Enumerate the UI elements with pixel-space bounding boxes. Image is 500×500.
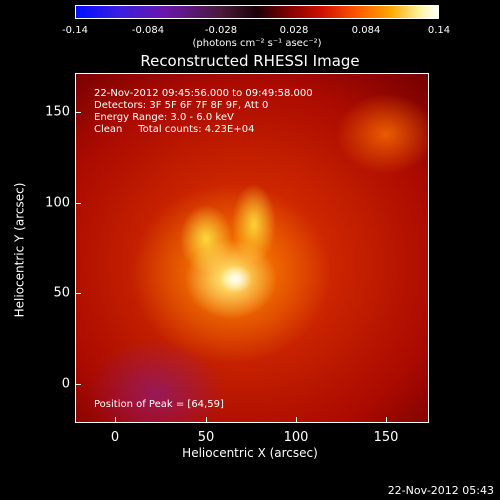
y-tick-label: 150 — [45, 104, 70, 120]
peak-position-label: Position of Peak = [64,59] — [94, 399, 224, 410]
x-tick-label: 50 — [197, 430, 215, 445]
y-axis-label: Heliocentric Y (arcsec) — [12, 182, 27, 318]
y-tick-mark — [75, 384, 81, 385]
y-tick-mark — [75, 112, 81, 113]
y-tick-label: 0 — [61, 376, 70, 392]
colorbar-tick: -0.028 — [204, 25, 238, 36]
colorbar-unit: (photons cm⁻² s⁻¹ asec⁻²) — [192, 38, 322, 49]
rhessi-image: 22-Nov-2012 09:45:56.000 to 09:49:58.000… — [75, 73, 429, 423]
y-tick-mark — [75, 293, 81, 294]
observation-time: 22-Nov-2012 09:45:56.000 to 09:49:58.000 — [94, 88, 313, 99]
image-title: Reconstructed RHESSI Image — [140, 52, 360, 70]
footer-timestamp: 22-Nov-2012 05:43 — [387, 484, 494, 497]
x-tick-label: 0 — [110, 430, 120, 445]
detectors-label: Detectors: 3F 5F 6F 7F 8F 9F, Att 0 — [94, 100, 269, 111]
y-tick-mark — [75, 203, 81, 204]
x-tick-mark — [115, 417, 116, 423]
clean-counts-label: Clean Total counts: 4.23E+04 — [94, 124, 255, 135]
x-tick-label: 150 — [373, 430, 399, 445]
energy-range-label: Energy Range: 3.0 - 6.0 keV — [94, 112, 234, 123]
colorbar-tick: -0.084 — [131, 25, 165, 36]
x-tick-mark — [206, 417, 207, 423]
x-tick-mark — [296, 417, 297, 423]
colorbar-tick: 0.084 — [351, 25, 381, 36]
colorbar-tick: -0.14 — [62, 25, 88, 36]
colorbar-tick: 0.14 — [427, 25, 451, 36]
x-axis-label: Heliocentric X (arcsec) — [182, 446, 318, 460]
y-tick-label: 50 — [53, 285, 70, 301]
colorbar — [75, 5, 439, 19]
colorbar-tick: 0.028 — [279, 25, 309, 36]
x-tick-label: 100 — [283, 430, 309, 445]
y-tick-label: 100 — [45, 195, 70, 211]
x-tick-mark — [386, 417, 387, 423]
